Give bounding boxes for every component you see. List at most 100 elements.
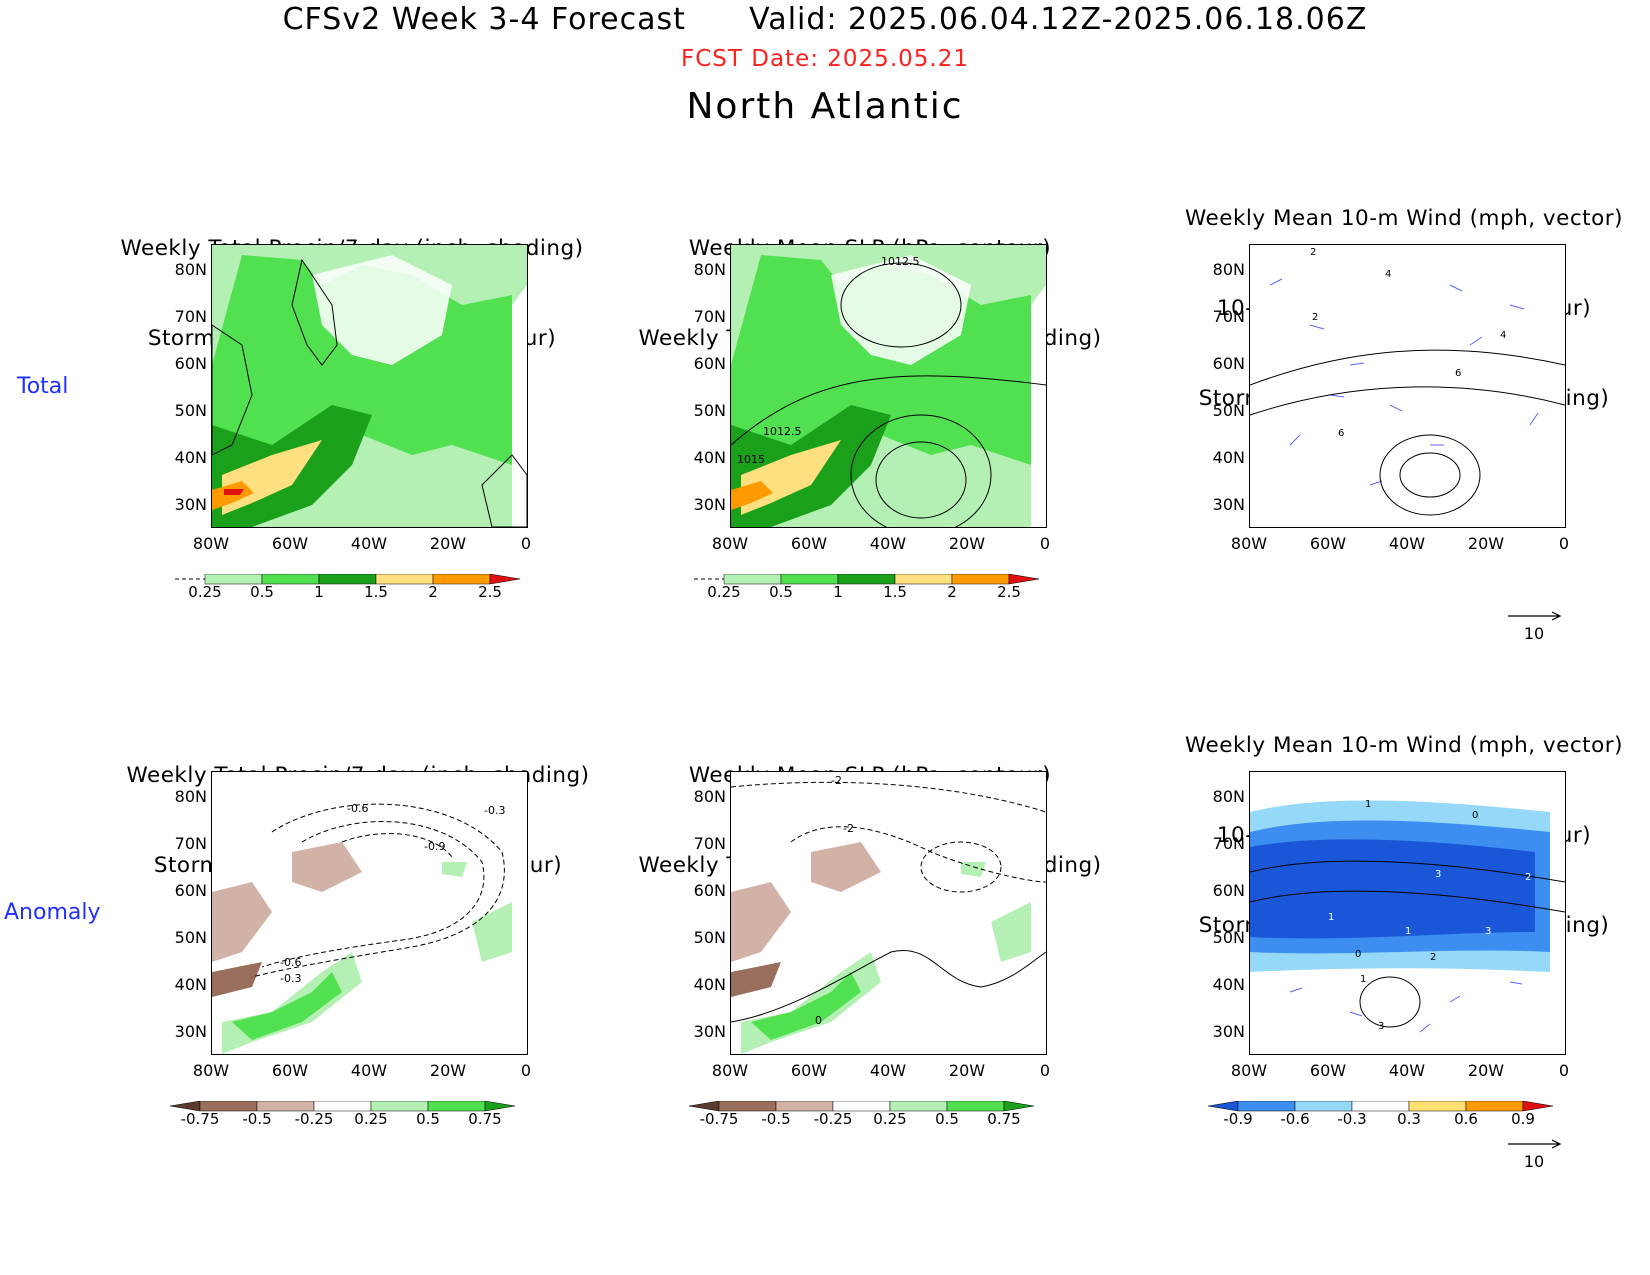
map-canvas: -0.6 -0.3 -0.9 -0.6 -0.3 — [212, 802, 512, 1054]
map-canvas: 1 0 3 2 1 1 3 0 2 1 3 — [1250, 799, 1565, 1033]
lat-tick-label: 50N — [1212, 928, 1245, 947]
colorbar — [689, 1101, 1035, 1112]
contour-label: 1015 — [737, 453, 765, 466]
colorbar-tick-label: 1 — [314, 583, 324, 601]
wind-contour — [1359, 976, 1421, 1028]
colorbar-tick-label: -0.5 — [242, 1110, 272, 1128]
colorbar-tick-label: -0.5 — [761, 1110, 791, 1128]
colorbar-tick-label: 0.25 — [354, 1110, 388, 1128]
map-wind-anomaly: 1 0 3 2 1 1 3 0 2 1 3 — [1249, 771, 1566, 1055]
wind-vector — [1269, 278, 1539, 486]
precip-anom-wet-medium — [751, 972, 861, 1040]
colorbar-tick-label: -0.9 — [1223, 1110, 1253, 1128]
lon-tick-label: 40W — [869, 1061, 907, 1080]
contour-label: 2 — [1525, 872, 1531, 883]
main-title: CFSv2 Week 3-4 Forecast Valid: 2025.06.0… — [282, 2, 1368, 37]
lat-tick-label: 40N — [693, 975, 726, 994]
lat-tick-label: 70N — [174, 307, 207, 326]
lat-tick-label: 30N — [1212, 1022, 1245, 1041]
lon-tick-label: 20W — [948, 1061, 986, 1080]
lon-tick-label: 0 — [520, 534, 532, 553]
slp-contour — [731, 781, 1046, 813]
lat-tick-label: 40N — [174, 975, 207, 994]
lat-tick-label: 80N — [1212, 787, 1245, 806]
lon-tick-label: 60W — [790, 534, 828, 553]
colorbar-tick-label: 0.5 — [250, 583, 274, 601]
slp-contour — [731, 949, 1046, 1023]
lat-tick-label: 30N — [174, 1022, 207, 1041]
precip-anom-wet-medium — [232, 972, 342, 1040]
map-slp-anomaly: -2 -2 0 — [730, 771, 1047, 1055]
precip-shade-2in — [222, 440, 322, 515]
colorbar-tick-label: 0.5 — [416, 1110, 440, 1128]
precip-anom-dry — [292, 842, 362, 892]
colorbar — [170, 1101, 516, 1112]
lon-tick-label: 80W — [192, 534, 230, 553]
contour-label: 3 — [1378, 1021, 1384, 1032]
lat-tick-label: 50N — [693, 928, 726, 947]
lon-tick-label: 20W — [948, 534, 986, 553]
colorbar-tick-label: 1.5 — [883, 583, 907, 601]
colorbar-tick-label: 2.5 — [997, 583, 1021, 601]
map-wind-total: 2 4 2 4 6 6 — [1249, 244, 1566, 528]
wind-vector — [1289, 981, 1523, 1033]
colorbar-tick-label: -0.25 — [813, 1110, 853, 1128]
lat-tick-label: 80N — [1212, 260, 1245, 279]
reference-vector-arrow — [1508, 1139, 1562, 1149]
lat-tick-label: 50N — [693, 401, 726, 420]
contour-label: 3 — [1485, 926, 1491, 937]
wind-vectors — [1269, 278, 1539, 486]
contour-label: 4 — [1385, 269, 1391, 280]
colorbar-swatch — [1003, 1101, 1035, 1112]
lat-tick-label: 60N — [174, 354, 207, 373]
forecast-date: FCST Date: 2025.05.21 — [681, 46, 969, 72]
colorbar-swatch — [484, 1101, 516, 1112]
colorbar-tick-label: 0.5 — [935, 1110, 959, 1128]
lat-tick-label: 60N — [174, 881, 207, 900]
precip-shade-none — [312, 255, 452, 365]
contour-label: 1 — [1360, 974, 1366, 985]
lon-tick-label: 60W — [1309, 1061, 1347, 1080]
colorbar-tick-label: 0.9 — [1511, 1110, 1535, 1128]
map-canvas: -2 -2 0 — [731, 774, 1046, 1054]
wind-contour — [1250, 349, 1565, 386]
lat-tick-label: 50N — [174, 401, 207, 420]
lon-tick-label: 40W — [869, 534, 907, 553]
contour-label: 0 — [1355, 949, 1361, 960]
colorbar-tick-label: -0.25 — [294, 1110, 334, 1128]
lon-tick-label: 40W — [350, 1061, 388, 1080]
slp-contour — [790, 826, 1046, 883]
contour-label: 0 — [815, 1014, 822, 1027]
map-slp-total: 1012.5 1012.5 1015 — [730, 244, 1047, 528]
lon-tick-label: 80W — [192, 1061, 230, 1080]
map-canvas: 2 4 2 4 6 6 — [1250, 247, 1565, 516]
precip-shade-25in — [212, 481, 254, 510]
map-precip-anomaly: -0.6 -0.3 -0.9 -0.6 -0.3 — [211, 771, 528, 1055]
contour-label: 6 — [1338, 428, 1344, 439]
map-canvas — [212, 245, 527, 527]
slp-anom-contours — [731, 781, 1046, 1023]
lat-tick-label: 70N — [693, 307, 726, 326]
lon-tick-label: 0 — [1039, 534, 1051, 553]
lat-tick-label: 40N — [174, 448, 207, 467]
lat-tick-label: 80N — [174, 260, 207, 279]
colorbar-swatch — [489, 574, 521, 585]
colorbar-swatch — [1008, 574, 1040, 585]
lat-tick-label: 30N — [1212, 495, 1245, 514]
track-contour — [341, 833, 453, 858]
contour-label: -0.3 — [484, 804, 505, 817]
colorbar — [1208, 1101, 1554, 1112]
wind-contour — [1250, 860, 1565, 883]
colorbar-tick-label: -0.75 — [699, 1110, 739, 1128]
slp-contour — [850, 414, 992, 527]
lat-tick-label: 80N — [693, 260, 726, 279]
lat-tick-label: 40N — [693, 448, 726, 467]
reference-vector-value: 10 — [1523, 1152, 1545, 1171]
precip-anom-dry — [811, 842, 881, 892]
wind-contour — [1399, 452, 1461, 498]
colorbar-tick-label: 2 — [428, 583, 438, 601]
colorbar-swatch — [1522, 1101, 1554, 1112]
colorbar-tick-label: 1 — [833, 583, 843, 601]
wind-speed-contours — [1250, 349, 1565, 516]
lat-tick-label: 70N — [693, 834, 726, 853]
